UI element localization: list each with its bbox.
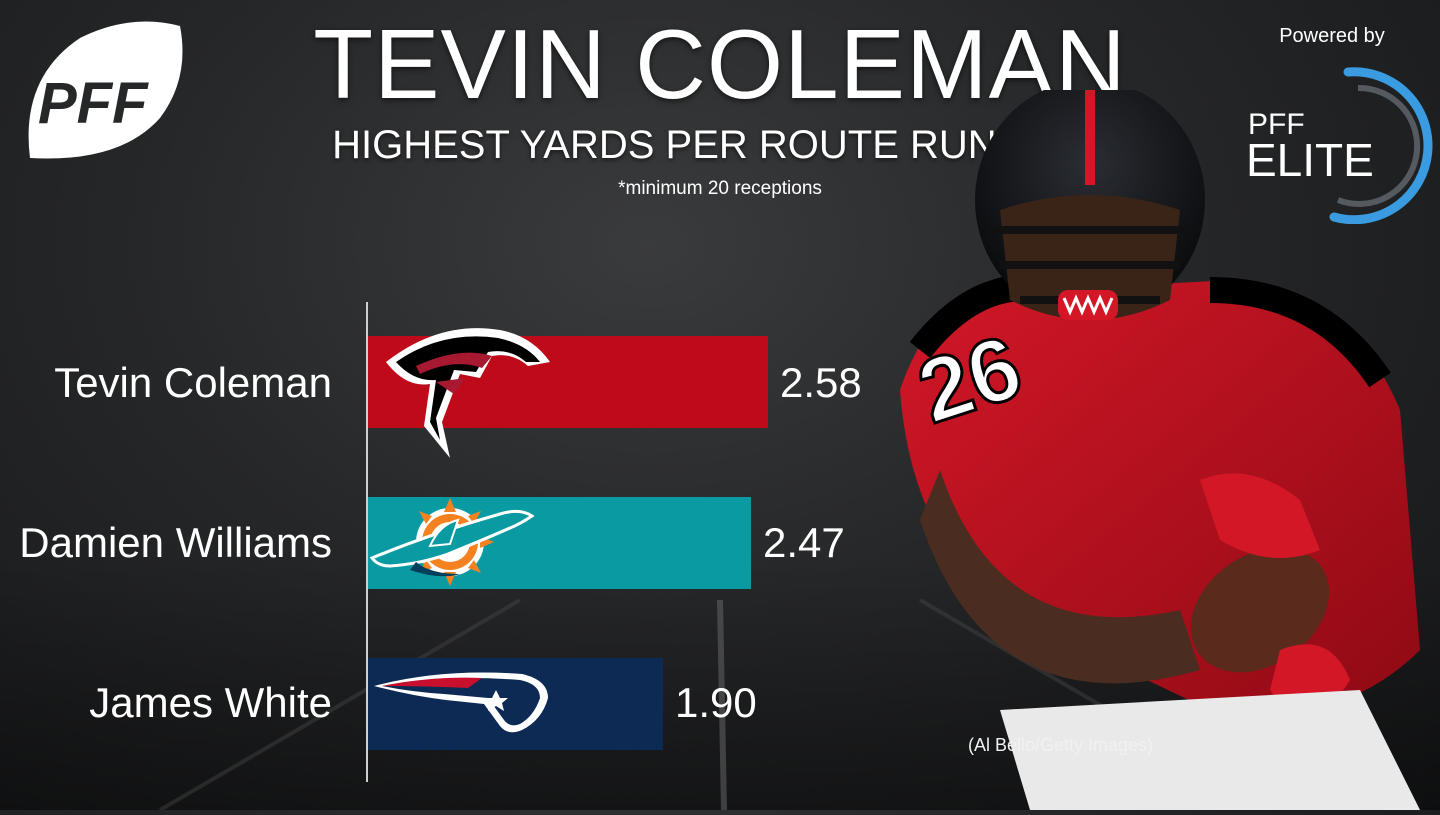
bar-value-james-white: 1.90 <box>675 679 757 726</box>
dolphins-logo-icon <box>369 494 535 592</box>
bar-value-tevin-coleman: 2.58 <box>780 359 862 406</box>
powered-by-label: Powered by <box>1279 25 1385 47</box>
patriots-logo-icon <box>372 664 550 740</box>
photo-credit: (Al Bello/Getty Images) <box>968 735 1154 755</box>
elite-badge-line2: ELITE <box>1246 134 1374 186</box>
pff-logo-icon: PFF <box>20 18 190 168</box>
bar-value-damien-williams: 2.47 <box>763 519 845 566</box>
bar-label-james-white: James White <box>89 679 332 726</box>
chart-subtitle: HIGHEST YARDS PER ROUTE RUN, 2016 <box>332 123 1108 167</box>
falcons-logo-icon <box>380 322 556 460</box>
bar-label-damien-williams: Damien Williams <box>19 519 332 566</box>
chart-footnote: *minimum 20 receptions <box>618 178 822 199</box>
chart-title: TEVIN COLEMAN <box>313 9 1127 119</box>
bar-label-tevin-coleman: Tevin Coleman <box>54 359 332 406</box>
pff-elite-badge-icon: PFF ELITE <box>1238 62 1434 225</box>
player-photo: 26 <box>880 80 1440 810</box>
elite-badge-line1: PFF <box>1248 108 1305 141</box>
pff-logo-text: PFF <box>38 71 149 136</box>
chart-axis-line <box>366 302 368 782</box>
